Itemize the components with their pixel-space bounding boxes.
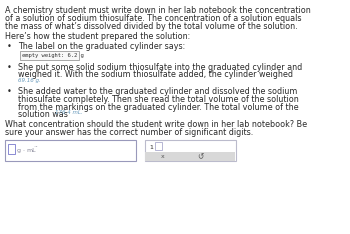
Text: solution was: solution was xyxy=(18,110,70,119)
Text: of a solution of sodium thiosulfate. The concentration of a solution equals: of a solution of sodium thiosulfate. The… xyxy=(5,14,301,23)
Text: empty weight: 6.2 g: empty weight: 6.2 g xyxy=(22,53,84,58)
Text: 176.4 mL.: 176.4 mL. xyxy=(55,110,83,115)
Text: The label on the graduated cylinder says:: The label on the graduated cylinder says… xyxy=(18,42,185,51)
Text: weighed it. With the sodium thiosulfate added, the cylinder weighed: weighed it. With the sodium thiosulfate … xyxy=(18,70,293,79)
Text: thiosulfate completely. Then she read the total volume of the solution: thiosulfate completely. Then she read th… xyxy=(18,95,299,104)
FancyBboxPatch shape xyxy=(8,144,15,154)
Text: ·: · xyxy=(22,148,24,153)
Text: •: • xyxy=(7,42,12,51)
Text: 1: 1 xyxy=(149,145,153,150)
FancyBboxPatch shape xyxy=(155,143,162,150)
Text: A chemistry student must write down in her lab notebook the concentration: A chemistry student must write down in h… xyxy=(5,6,311,15)
Text: ↺: ↺ xyxy=(197,152,203,161)
Text: sure your answer has the correct number of significant digits.: sure your answer has the correct number … xyxy=(5,128,253,137)
Text: g: g xyxy=(17,148,21,153)
FancyBboxPatch shape xyxy=(20,51,78,60)
Text: •: • xyxy=(7,87,12,96)
Text: x: x xyxy=(161,154,165,159)
Text: She put some solid sodium thiosulfate into the graduated cylinder and: She put some solid sodium thiosulfate in… xyxy=(18,62,302,72)
Text: from the markings on the graduated cylinder. The total volume of the: from the markings on the graduated cylin… xyxy=(18,102,299,111)
Text: What concentration should the student write down in her lab notebook? Be: What concentration should the student wr… xyxy=(5,120,307,129)
Text: mL: mL xyxy=(26,148,36,153)
Text: 69.16 g.: 69.16 g. xyxy=(18,78,41,83)
Text: ⁻¹: ⁻¹ xyxy=(34,145,38,150)
FancyBboxPatch shape xyxy=(145,140,236,161)
Text: She added water to the graduated cylinder and dissolved the sodium: She added water to the graduated cylinde… xyxy=(18,87,298,96)
Text: •: • xyxy=(7,62,12,72)
FancyBboxPatch shape xyxy=(5,140,135,161)
Polygon shape xyxy=(145,152,235,161)
Text: the mass of what’s dissolved divided by the total volume of the solution.: the mass of what’s dissolved divided by … xyxy=(5,22,297,31)
Text: Here’s how the student prepared the solution:: Here’s how the student prepared the solu… xyxy=(5,32,190,41)
